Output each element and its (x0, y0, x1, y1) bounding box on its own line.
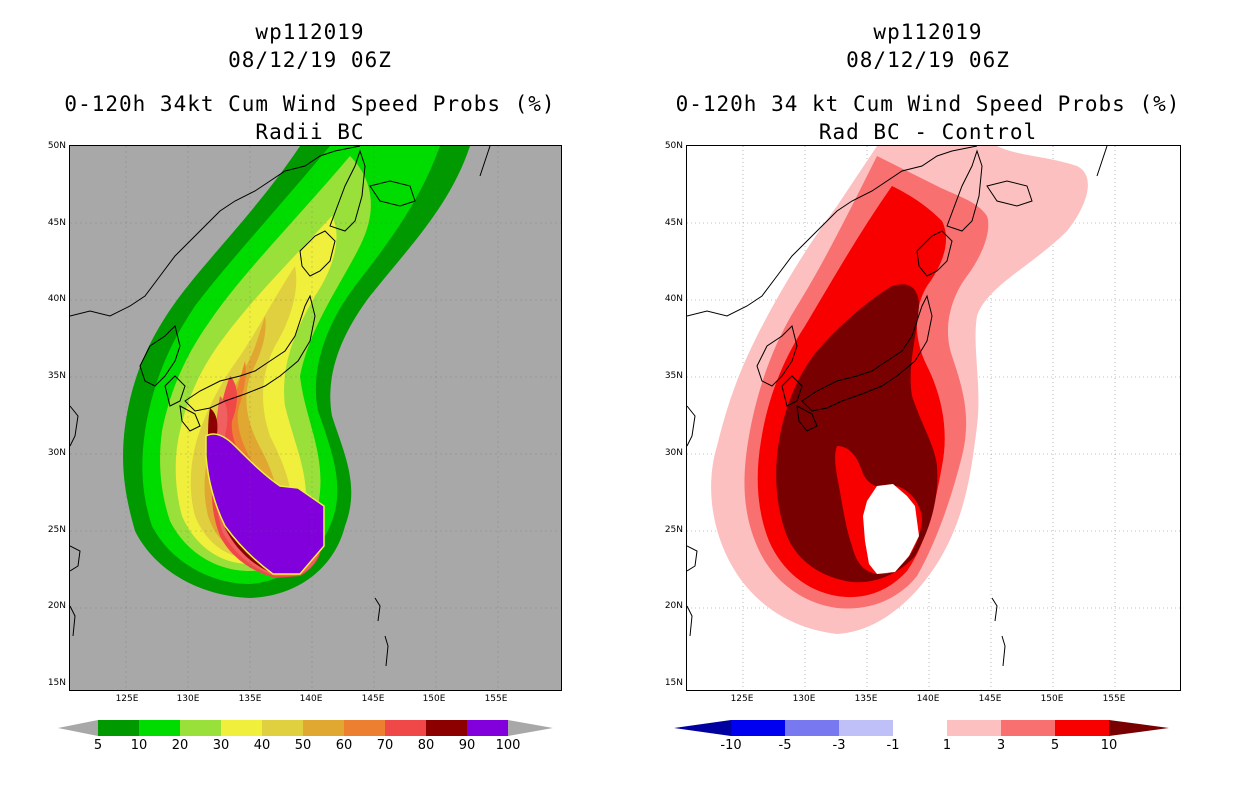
right-lat-label-35n: 35N (664, 371, 683, 381)
right-cb-label-7: 10 (1100, 738, 1118, 753)
left-lat-label-20n: 20N (47, 601, 66, 611)
left-title-line3: 0-120h 34kt Cum Wind Speed Probs (%) (64, 92, 556, 116)
left-grid (70, 146, 561, 690)
left-title-line4: Radii BC (255, 120, 365, 144)
right-colorbar-swatch-8 (1109, 720, 1169, 736)
right-colorbar-swatch-0 (674, 720, 731, 736)
left-colorbar-swatch-1 (139, 720, 180, 736)
left-coastlines (70, 146, 491, 667)
left-colorbar-swatch-6 (344, 720, 385, 736)
right-cb-label-0: -10 (720, 738, 742, 753)
right-colorbar-swatch-6 (1001, 720, 1055, 736)
left-lat-label-35n: 35N (47, 371, 66, 381)
right-colorbar-swatch-3 (839, 720, 893, 736)
right-lat-label-50n: 50N (664, 141, 683, 151)
left-cb-label-2: 20 (171, 738, 189, 753)
left-lat-label-30n: 30N (47, 448, 66, 458)
left-cb-label-4: 40 (253, 738, 271, 753)
left-lon-label-145e: 145E (361, 694, 385, 704)
left-lon-label-125e: 125E (115, 694, 139, 704)
left-map-plot (70, 146, 561, 690)
left-colorbar-swatch-8 (426, 720, 467, 736)
left-cb-label-7: 70 (376, 738, 394, 753)
left-lon-label-155e: 155E (484, 694, 508, 704)
right-lat-label-40n: 40N (664, 294, 683, 304)
right-title-line4: Rad BC - Control (818, 120, 1038, 144)
left-colorbar-left-arrow (58, 720, 98, 736)
left-lon-label-140e: 140E (299, 694, 323, 704)
right-lon-label-150e: 150E (1040, 694, 1064, 704)
right-lat-label-20n: 20N (664, 601, 683, 611)
right-colorbar-swatch-1 (731, 720, 785, 736)
left-colorbar-swatch-3 (221, 720, 262, 736)
right-lon-label-140e: 140E (916, 694, 940, 704)
right-colorbar-swatch-2 (785, 720, 839, 736)
right-lon-label-130e: 130E (792, 694, 816, 704)
left-colorbar-swatch-0 (98, 720, 139, 736)
left-lat-label-45n: 45N (47, 218, 66, 228)
left-cb-label-5: 50 (294, 738, 312, 753)
right-colorbar (674, 720, 1169, 736)
left-colorbar-swatch-7 (385, 720, 426, 736)
right-lat-label-15n: 15N (664, 678, 683, 688)
right-lon-label-135e: 135E (854, 694, 878, 704)
right-colorbar-swatch-5 (947, 720, 1001, 736)
left-lat-label-40n: 40N (47, 294, 66, 304)
right-lon-label-155e: 155E (1102, 694, 1126, 704)
right-lat-label-25n: 25N (664, 525, 683, 535)
left-lat-label-50n: 50N (47, 141, 66, 151)
left-title-line2: 08/12/19 06Z (228, 48, 392, 72)
right-colorbar-swatch-4 (893, 720, 947, 736)
right-cb-label-5: 3 (996, 738, 1006, 753)
right-lat-label-30n: 30N (664, 448, 683, 458)
left-cb-label-10: 100 (495, 738, 521, 753)
left-cb-label-9: 90 (458, 738, 476, 753)
left-colorbar-swatch-5 (303, 720, 344, 736)
left-cb-label-3: 30 (212, 738, 230, 753)
right-title-line2: 08/12/19 06Z (846, 48, 1010, 72)
left-colorbar-swatch-4 (262, 720, 303, 736)
right-title-line1: wp112019 (873, 20, 983, 44)
right-lat-label-45n: 45N (664, 218, 683, 228)
left-cb-label-1: 10 (130, 738, 148, 753)
left-cb-label-8: 80 (417, 738, 435, 753)
left-lat-label-15n: 15N (47, 678, 66, 688)
right-lon-label-145e: 145E (978, 694, 1002, 704)
left-map (69, 145, 562, 691)
right-cb-label-6: 5 (1050, 738, 1060, 753)
left-colorbar-right-arrow (508, 720, 553, 736)
left-lon-label-135e: 135E (238, 694, 262, 704)
right-cb-label-1: -5 (778, 738, 792, 753)
right-cb-label-2: -3 (832, 738, 846, 753)
diff-white-core (863, 484, 919, 574)
left-lon-label-130e: 130E (176, 694, 200, 704)
right-lon-label-125e: 125E (730, 694, 754, 704)
left-title-line1: wp112019 (255, 20, 365, 44)
right-cb-label-4: 1 (942, 738, 952, 753)
left-colorbar-swatch-2 (180, 720, 221, 736)
left-lat-label-25n: 25N (47, 525, 66, 535)
left-cb-label-6: 60 (335, 738, 353, 753)
right-cb-label-3: -1 (886, 738, 900, 753)
left-cb-label-0: 5 (93, 738, 103, 753)
right-map-plot (687, 146, 1180, 690)
right-title-line3: 0-120h 34 kt Cum Wind Speed Probs (%) (675, 92, 1181, 116)
left-colorbar (58, 720, 553, 736)
right-coastlines (687, 146, 1108, 667)
left-colorbar-swatch-9 (467, 720, 508, 736)
prob-band-100 (205, 433, 325, 575)
right-colorbar-swatch-7 (1055, 720, 1109, 736)
right-map (686, 145, 1181, 691)
left-lon-label-150e: 150E (422, 694, 446, 704)
